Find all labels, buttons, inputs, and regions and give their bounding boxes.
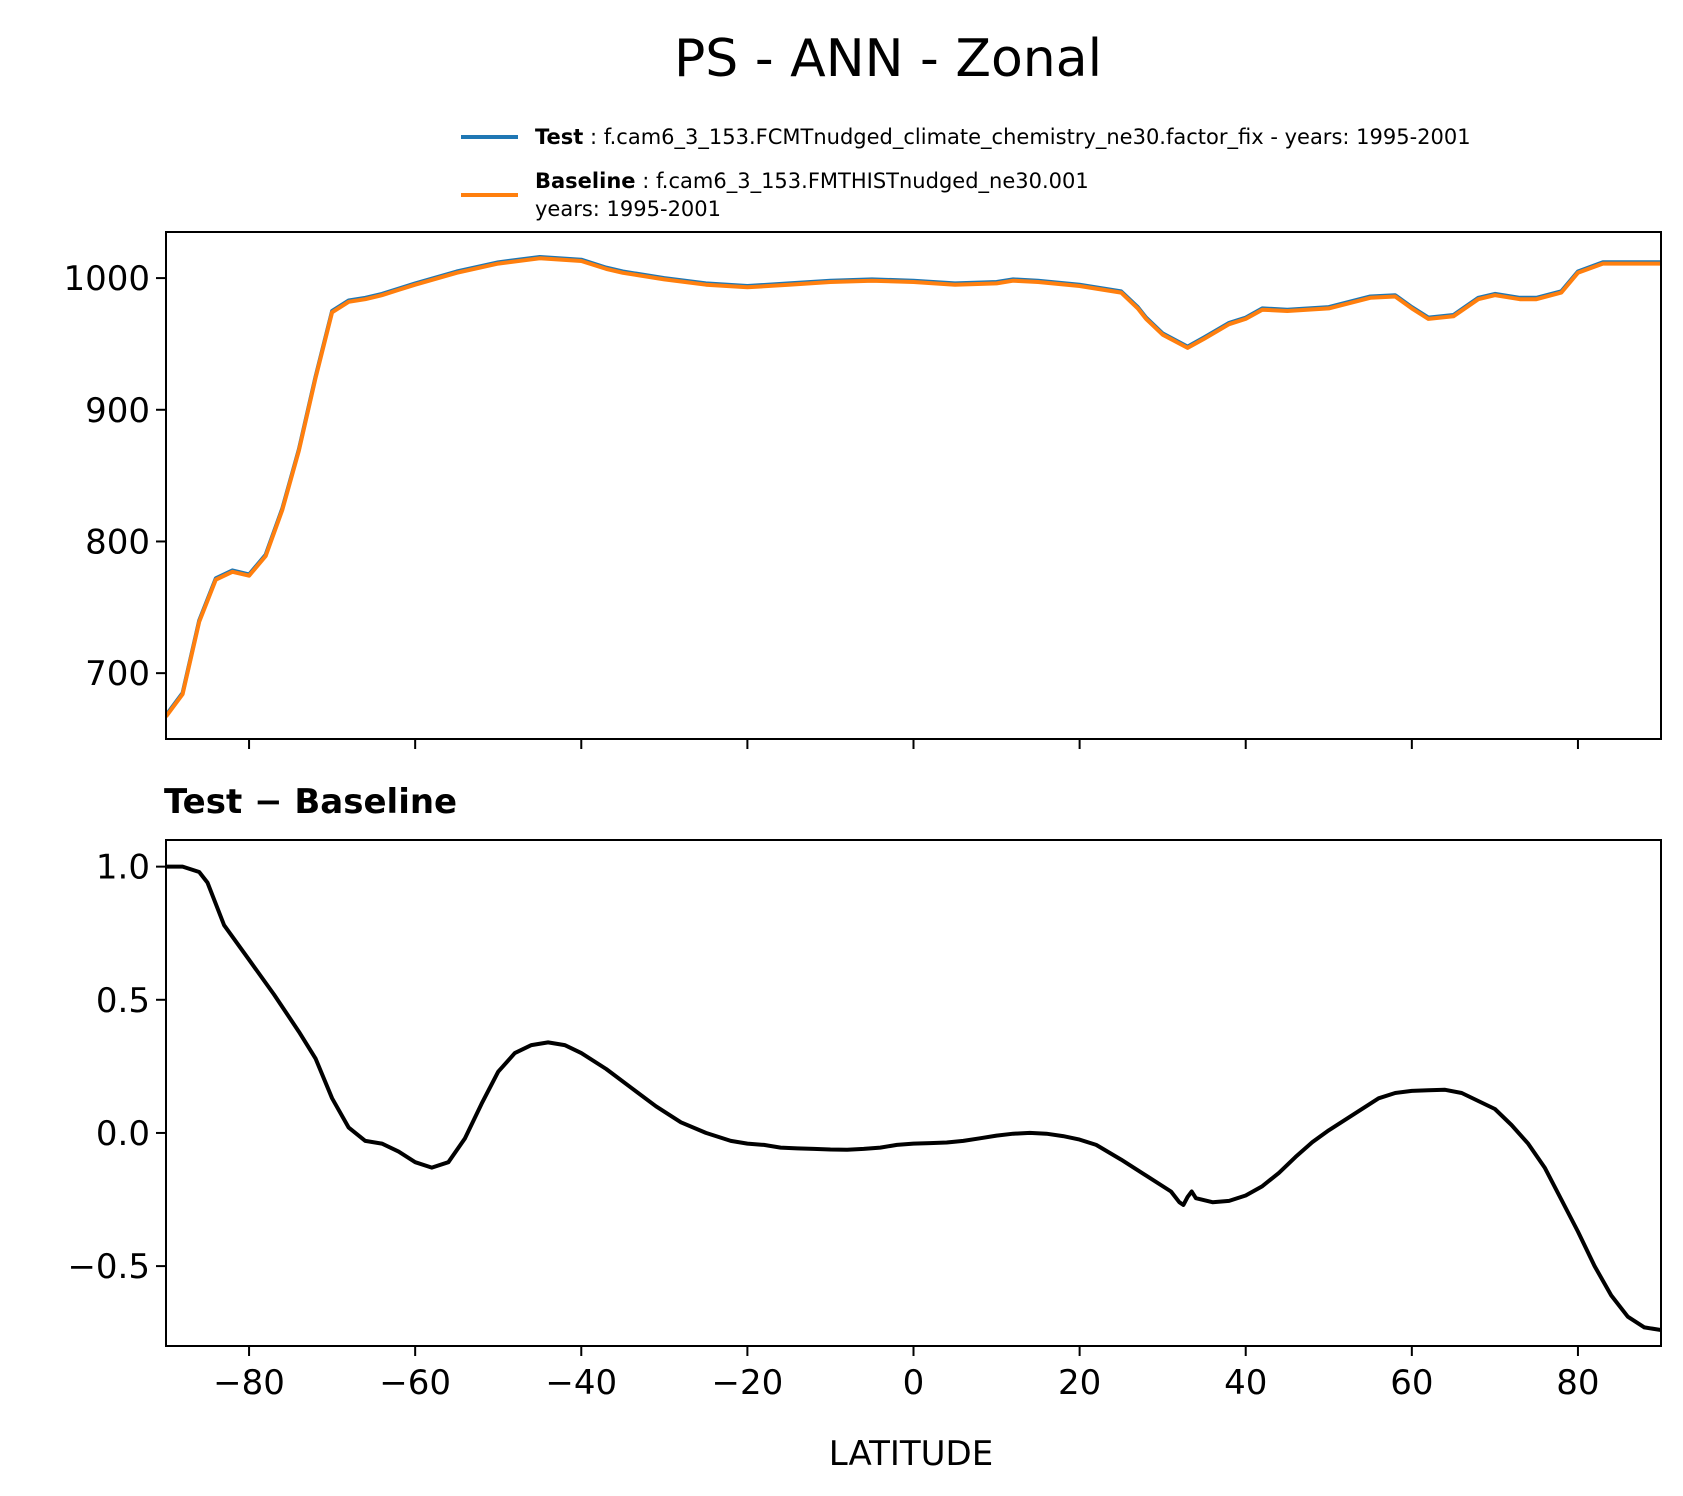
y-tick-label-bottom: 0.0 (96, 1114, 150, 1154)
axes-frame-top (165, 231, 1662, 740)
x-tick-label: 0 (903, 1363, 925, 1403)
x-tick-label: −60 (379, 1363, 451, 1403)
top-panel: 700 800 900 1000 (63, 231, 1662, 749)
y-tick-label-top: 1000 (63, 259, 150, 299)
x-axis-label: LATITUDE (829, 1434, 993, 1474)
y-tick-label-bottom: 1.0 (96, 848, 150, 888)
bottom-panel-title: Test − Baseline (164, 782, 457, 822)
legend-entry-test: Test : f.cam6_3_153.FCMTnudged_climate_c… (535, 125, 1471, 150)
bottom-panel: −0.5 0.0 0.5 1.0 −80 −60 −40 −20 0 20 40 60 80 (67, 839, 1662, 1403)
x-tick-label: −80 (213, 1363, 285, 1403)
x-tick-label: 60 (1390, 1363, 1433, 1403)
y-tick-label-bottom: −0.5 (67, 1247, 150, 1287)
legend-entry-baseline-line2: years: 1995-2001 (535, 197, 721, 221)
legend: Test : f.cam6_3_153.FCMTnudged_climate_c… (461, 125, 1471, 221)
x-tick-label: 20 (1058, 1363, 1101, 1403)
x-tick-label: −20 (712, 1363, 784, 1403)
legend-entry-baseline: Baseline : f.cam6_3_153.FMTHISTnudged_ne… (535, 169, 1089, 194)
x-tick-label: −40 (545, 1363, 617, 1403)
series-line-bottom-difference (166, 864, 1661, 1332)
axes-frame-bottom (165, 839, 1662, 1347)
series-line-top-test (166, 255, 1661, 717)
y-tick-label-bottom: 0.5 (96, 981, 150, 1021)
y-tick-label-top: 700 (85, 654, 150, 694)
y-tick-label-top: 800 (85, 522, 150, 562)
chart-title: PS - ANN - Zonal (674, 29, 1102, 89)
x-tick-label: 40 (1224, 1363, 1267, 1403)
series-line-top-baseline (166, 256, 1661, 718)
x-tick-label: 80 (1556, 1363, 1599, 1403)
y-tick-label-top: 900 (85, 391, 150, 431)
